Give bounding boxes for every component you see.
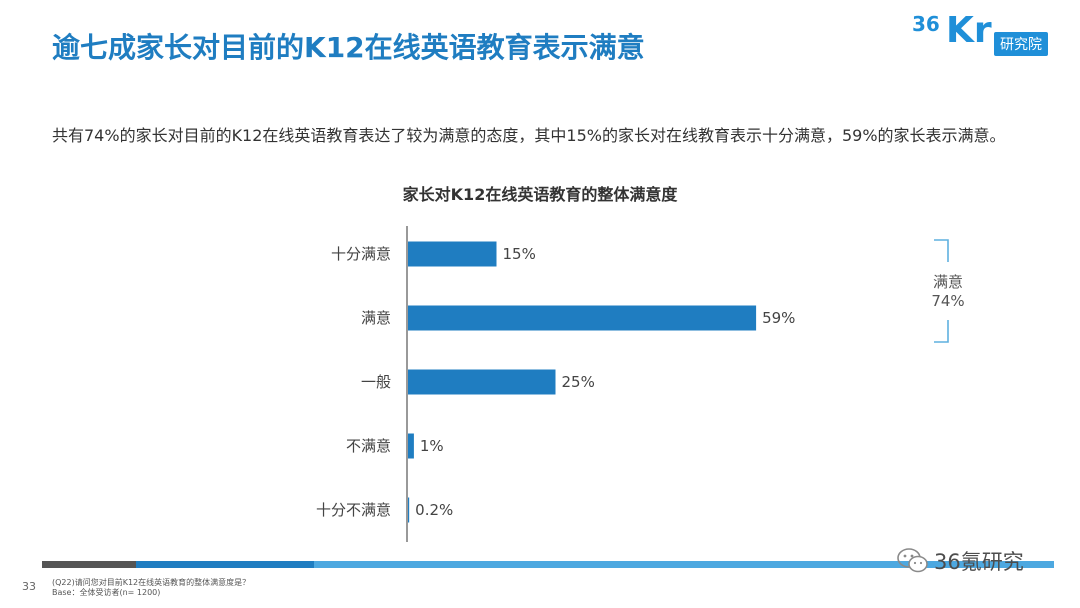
chart-title: 家长对K12在线英语教育的整体满意度: [402, 185, 678, 204]
bottom-color-bar: [42, 561, 1054, 568]
bar-row-3: [408, 369, 556, 395]
page-number: 33: [22, 580, 36, 593]
logo-number: 36: [912, 12, 940, 36]
wechat-icon: [897, 548, 928, 573]
watermark: 36氪研究: [896, 544, 1024, 578]
page-title: 逾七成家长对目前的K12在线英语教育表示满意: [52, 31, 645, 64]
footnote-question: (Q22)请问您对目前K12在线英语教育的整体满意度是？: [52, 578, 251, 587]
logo-letters: Kr: [946, 10, 992, 51]
value-label-row-3: 25%: [562, 373, 595, 391]
bottom-bar-segment-gray: [42, 561, 136, 568]
bottom-bar-segment-blue: [136, 561, 314, 568]
bracket-annotation-label: 满意 74%: [924, 273, 972, 311]
value-label-row-4: 1%: [420, 437, 444, 455]
category-label-row-2: 满意: [361, 309, 391, 327]
bar-row-5: [408, 497, 410, 523]
value-label-row-5: 0.2%: [415, 501, 453, 519]
watermark-text: 36氪研究: [934, 550, 1024, 574]
bar-row-2: [408, 305, 757, 331]
value-label-row-2: 59%: [762, 309, 795, 327]
bracket-annotation-text: 满意: [932, 273, 963, 291]
logo-36kr-research: 36 Kr 研究院: [912, 8, 1062, 60]
bracket-annotation-value: 74%: [931, 292, 965, 310]
category-label-row-5: 十分不满意: [316, 501, 391, 519]
category-label-row-3: 一般: [361, 373, 391, 391]
bar-row-1: [408, 241, 497, 267]
bottom-bar-segment-light-blue: [314, 561, 1054, 568]
category-label-row-1: 十分满意: [331, 245, 391, 263]
bracket-annotation-line: [934, 239, 949, 343]
bar-row-4: [408, 433, 414, 459]
summary-text: 共有74%的家长对目前的K12在线英语教育表达了较为满意的态度，其中15%的家长…: [52, 126, 1006, 145]
category-label-row-4: 不满意: [346, 437, 391, 455]
footnote-base: Base：全体受访者(n= 1200): [52, 588, 161, 597]
value-label-row-1: 15%: [503, 245, 536, 263]
footnote: (Q22)请问您对目前K12在线英语教育的整体满意度是？ Base：全体受访者(…: [52, 578, 250, 598]
logo-box-text: 研究院: [994, 32, 1048, 56]
